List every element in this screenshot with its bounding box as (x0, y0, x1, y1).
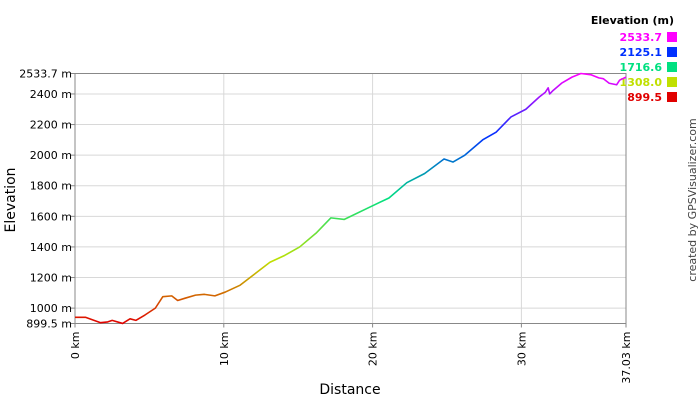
legend-swatch (667, 77, 677, 87)
legend-label: 1308.0 (620, 76, 663, 89)
legend-label: 2533.7 (620, 31, 662, 44)
legend-swatch (667, 62, 677, 72)
x-tick-label: 20 km (367, 332, 380, 367)
legend-label: 1716.6 (620, 61, 663, 74)
legend-swatch (667, 32, 677, 42)
legend-swatch (667, 92, 677, 102)
y-tick-label: 2400 m (30, 88, 72, 101)
legend-label: 899.5 (627, 91, 662, 104)
y-tick-label: 2200 m (30, 119, 72, 132)
x-tick-label: 30 km (515, 332, 528, 367)
plot-frame (74, 73, 627, 324)
y-tick-label: 899.5 m (26, 318, 72, 331)
x-tick-label: 10 km (218, 332, 231, 367)
elevation-line (75, 72, 627, 325)
y-tick-label: 2533.7 m (19, 68, 72, 81)
y-tick-label: 1600 m (30, 210, 72, 223)
legend-swatch (667, 47, 677, 57)
x-tick-label: 37.03 km (620, 332, 633, 384)
x-tick-label: 0 km (69, 332, 82, 360)
y-tick-label: 1400 m (30, 241, 72, 254)
y-axis-label: Elevation (3, 167, 19, 232)
watermark: created by GPSVisualizer.com (686, 118, 699, 281)
y-tick-label: 1200 m (30, 272, 72, 285)
x-axis-label: Distance (319, 382, 380, 398)
legend-title: Elevation (m) (591, 14, 674, 27)
y-tick-label: 1800 m (30, 180, 72, 193)
legend-label: 2125.1 (620, 46, 662, 59)
y-tick-label: 2000 m (30, 149, 72, 162)
y-tick-label: 1000 m (30, 302, 72, 315)
